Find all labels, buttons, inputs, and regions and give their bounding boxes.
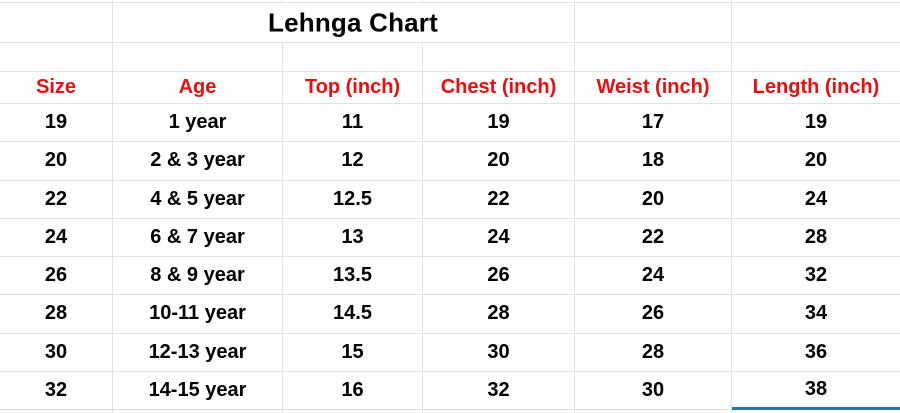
gridline-sliver-cell xyxy=(113,0,283,3)
cell-size[interactable]: 30 xyxy=(0,333,113,372)
gridline-sliver-cell xyxy=(0,0,113,3)
cell-top[interactable]: 16 xyxy=(283,371,423,410)
cell-size[interactable]: 32 xyxy=(0,371,113,410)
empty-cell[interactable] xyxy=(0,43,113,72)
cell-chest[interactable]: 20 xyxy=(423,142,575,181)
gridline-sliver-cell xyxy=(423,410,575,413)
cell-weist[interactable]: 18 xyxy=(575,142,732,181)
cell-chest[interactable]: 22 xyxy=(423,180,575,219)
cell-age[interactable]: 12-13 year xyxy=(113,333,283,372)
gridline-sliver-cell xyxy=(0,410,113,413)
empty-cell[interactable] xyxy=(732,43,900,72)
cell-age[interactable]: 1 year xyxy=(113,104,283,143)
cell-top[interactable]: 15 xyxy=(283,333,423,372)
empty-cell[interactable] xyxy=(283,43,423,72)
empty-cell[interactable] xyxy=(113,3,283,43)
page-title: Lehnga Chart xyxy=(268,7,438,37)
cell-weist[interactable]: 17 xyxy=(575,104,732,143)
cell-top[interactable]: 11 xyxy=(283,104,423,143)
cell-length[interactable]: 34 xyxy=(732,295,900,334)
header-cell-age[interactable]: Age xyxy=(113,72,283,104)
empty-cell[interactable] xyxy=(732,3,900,43)
cell-top[interactable]: 13 xyxy=(283,218,423,257)
empty-cell[interactable] xyxy=(423,43,575,72)
title-cell[interactable]: Lehnga Chart xyxy=(268,3,438,43)
cell-chest[interactable]: 28 xyxy=(423,295,575,334)
cell-age[interactable]: 8 & 9 year xyxy=(113,257,283,296)
cell-weist[interactable]: 22 xyxy=(575,218,732,257)
cell-size[interactable]: 24 xyxy=(0,218,113,257)
empty-cell[interactable] xyxy=(575,3,732,43)
cell-weist[interactable]: 28 xyxy=(575,333,732,372)
cell-weist[interactable]: 20 xyxy=(575,180,732,219)
cell-age[interactable]: 6 & 7 year xyxy=(113,218,283,257)
cell-length-selected[interactable]: 38 xyxy=(732,372,900,410)
header-cell-weist[interactable]: Weist (inch) xyxy=(575,72,732,104)
cell-weist[interactable]: 24 xyxy=(575,257,732,296)
header-cell-size[interactable]: Size xyxy=(0,72,113,104)
cell-size[interactable]: 22 xyxy=(0,180,113,219)
cell-chest[interactable]: 24 xyxy=(423,218,575,257)
cell-age[interactable]: 2 & 3 year xyxy=(113,142,283,181)
header-cell-length[interactable]: Length (inch) xyxy=(732,72,900,104)
cell-weist[interactable]: 26 xyxy=(575,295,732,334)
cell-top[interactable]: 14.5 xyxy=(283,295,423,334)
header-cell-chest[interactable]: Chest (inch) xyxy=(423,72,575,104)
cell-chest[interactable]: 32 xyxy=(423,371,575,410)
gridline-sliver-cell xyxy=(732,0,900,3)
cell-age[interactable]: 4 & 5 year xyxy=(113,180,283,219)
cell-size[interactable]: 20 xyxy=(0,142,113,181)
cell-age[interactable]: 10-11 year xyxy=(113,295,283,334)
header-cell-top[interactable]: Top (inch) xyxy=(283,72,423,104)
cell-top[interactable]: 12 xyxy=(283,142,423,181)
gridline-sliver-cell xyxy=(423,0,575,3)
cell-size[interactable]: 28 xyxy=(0,295,113,334)
cell-weist[interactable]: 30 xyxy=(575,371,732,410)
cell-length[interactable]: 32 xyxy=(732,257,900,296)
cell-length[interactable]: 24 xyxy=(732,181,900,219)
gridline-sliver-cell xyxy=(283,410,423,413)
cell-top[interactable]: 13.5 xyxy=(283,257,423,296)
cell-chest[interactable]: 26 xyxy=(423,257,575,296)
gridline-sliver-cell xyxy=(575,0,732,3)
cell-chest[interactable]: 19 xyxy=(423,104,575,143)
empty-cell[interactable] xyxy=(113,43,283,72)
gridline-sliver-cell xyxy=(575,410,732,413)
cell-size[interactable]: 26 xyxy=(0,257,113,296)
cell-length[interactable]: 28 xyxy=(732,219,900,257)
cell-age[interactable]: 14-15 year xyxy=(113,371,283,410)
gridline-sliver-cell xyxy=(113,410,283,413)
empty-cell[interactable] xyxy=(423,3,575,43)
cell-length[interactable]: 19 xyxy=(732,104,900,143)
gridline-sliver-cell xyxy=(283,0,423,3)
empty-cell[interactable] xyxy=(575,43,732,72)
cell-top[interactable]: 12.5 xyxy=(283,180,423,219)
cell-size[interactable]: 19 xyxy=(0,104,113,143)
cell-chest[interactable]: 30 xyxy=(423,333,575,372)
empty-cell[interactable] xyxy=(0,3,113,43)
cell-length[interactable]: 20 xyxy=(732,142,900,181)
cell-length[interactable]: 36 xyxy=(732,334,900,372)
